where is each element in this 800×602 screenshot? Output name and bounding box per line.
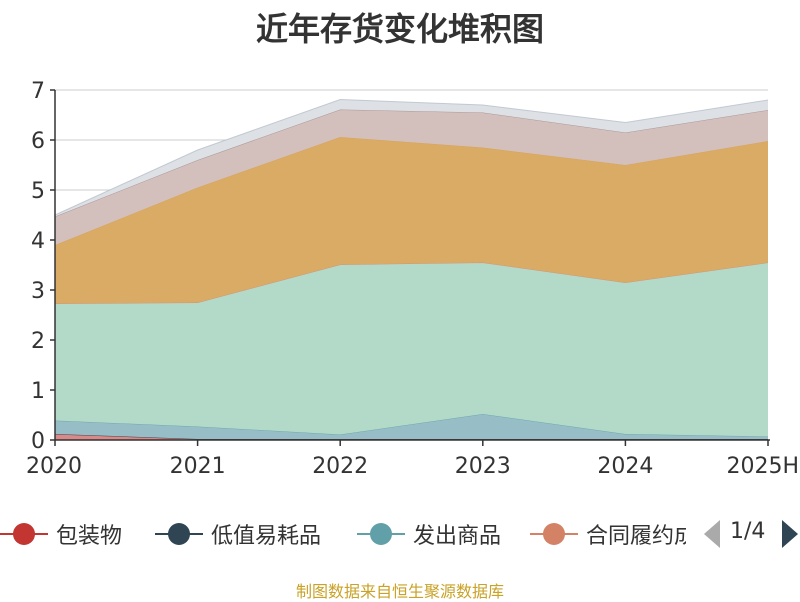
area-series-3 <box>55 262 768 437</box>
x-tick-label-5: 2025H <box>726 454 799 479</box>
legend-marker-icon <box>0 516 48 552</box>
chart-title: 近年存货变化堆积图 <box>255 10 544 48</box>
legend-pager: 1/4 <box>700 516 800 552</box>
y-tick-label-6: 6 <box>31 129 45 154</box>
legend-label: 低值易耗品 <box>211 524 322 549</box>
legend-item-3[interactable]: 合同履约成本 <box>530 516 686 552</box>
y-tick-label-2: 2 <box>31 329 45 354</box>
y-tick-label-7: 7 <box>31 79 45 104</box>
x-tick-label-2: 2022 <box>312 454 368 479</box>
area-series <box>54 98 769 440</box>
area-series-2 <box>55 414 768 439</box>
y-tick-label-1: 1 <box>31 379 45 404</box>
legend-next-page-icon[interactable] <box>782 520 798 548</box>
y-tick-label-3: 3 <box>31 279 45 304</box>
legend-marker-icon <box>530 516 578 552</box>
legend-item-2[interactable]: 发出商品 <box>357 516 501 552</box>
legend: 包装物 低值易耗品 发出商品 合同履约成本 1/4 <box>0 516 800 552</box>
x-tick-label-3: 2023 <box>455 454 511 479</box>
x-tick-label-1: 2021 <box>170 454 226 479</box>
x-tick-label-4: 2024 <box>597 454 653 479</box>
legend-marker-icon <box>155 516 203 552</box>
axes: 0 1 2 3 4 5 6 7 2020 2021 2022 2023 2024 2025H <box>26 79 799 479</box>
legend-label: 合同履约成本 <box>586 524 686 549</box>
y-tick-label-4: 4 <box>31 229 45 254</box>
y-tick-label-0: 0 <box>31 429 45 454</box>
legend-marker-icon <box>357 516 405 552</box>
legend-page-indicator: 1/4 <box>730 519 766 544</box>
legend-label: 发出商品 <box>413 524 502 549</box>
x-tick-label-0: 2020 <box>26 454 82 479</box>
area-series-5 <box>55 109 768 245</box>
area-series-6 <box>55 99 768 217</box>
legend-item-0[interactable]: 包装物 <box>0 516 122 552</box>
legend-prev-page-icon[interactable] <box>704 520 720 548</box>
legend-items: 包装物 低值易耗品 发出商品 合同履约成本 <box>0 516 686 552</box>
source-note: 制图数据来自恒生聚源数据库 <box>295 582 504 601</box>
legend-item-1[interactable]: 低值易耗品 <box>155 516 321 552</box>
area-series-4 <box>55 137 768 304</box>
series-line-6 <box>54 98 769 216</box>
y-tick-label-5: 5 <box>31 179 45 204</box>
legend-label: 包装物 <box>56 524 123 549</box>
